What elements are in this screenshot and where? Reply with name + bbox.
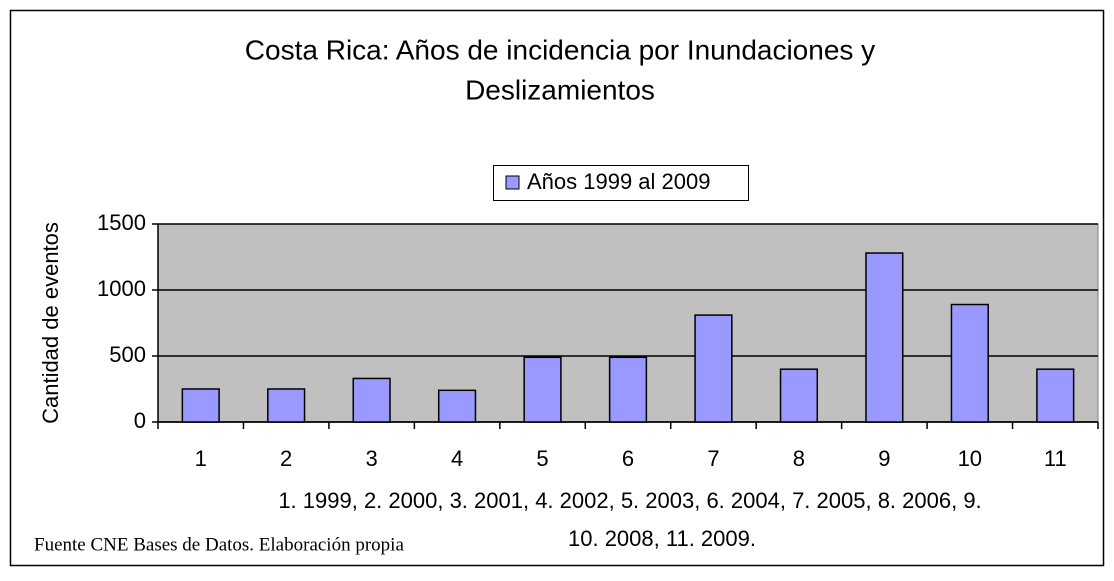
y-tick-label: 500 [109, 342, 146, 367]
bar [608, 356, 648, 423]
y-tick-label: 1000 [97, 276, 146, 301]
bar [779, 368, 819, 423]
legend-label: Años 1999 al 2009 [527, 169, 711, 194]
x-tick-label: 3 [366, 446, 378, 471]
y-tick-label: 1500 [97, 210, 146, 235]
bar [950, 303, 989, 423]
y-tick-label: 0 [134, 408, 146, 433]
bar [1036, 368, 1075, 423]
source-note: Fuente CNE Bases de Datos. Elaboración p… [34, 534, 404, 555]
chart-title: Deslizamientos [465, 74, 655, 105]
x-tick-label: 11 [1044, 446, 1067, 471]
bar [352, 377, 391, 423]
bar [523, 356, 562, 423]
bar [865, 252, 904, 423]
y-axis-label: Cantidad de eventos [38, 222, 63, 424]
x-tick-label: 10 [958, 446, 982, 471]
x-axis-label: 1. 1999, 2. 2000, 3. 2001, 4. 2002, 5. 2… [278, 488, 981, 513]
bar [181, 388, 220, 423]
chart-title: Costa Rica: Años de incidencia por Inund… [245, 34, 875, 65]
x-tick-label: 1 [195, 446, 207, 471]
x-tick-label: 8 [793, 446, 805, 471]
bar [267, 388, 306, 423]
legend-box [493, 165, 749, 201]
x-tick-label: 4 [451, 446, 463, 471]
bar [694, 314, 733, 423]
x-axis-label: 10. 2008, 11. 2009. [568, 526, 756, 551]
bar [437, 389, 477, 423]
x-tick-label: 6 [622, 446, 634, 471]
x-tick-label: 7 [707, 446, 719, 471]
x-tick-label: 5 [536, 446, 548, 471]
x-tick-label: 9 [878, 446, 890, 471]
legend-swatch [505, 175, 520, 190]
x-tick-label: 2 [280, 446, 292, 471]
